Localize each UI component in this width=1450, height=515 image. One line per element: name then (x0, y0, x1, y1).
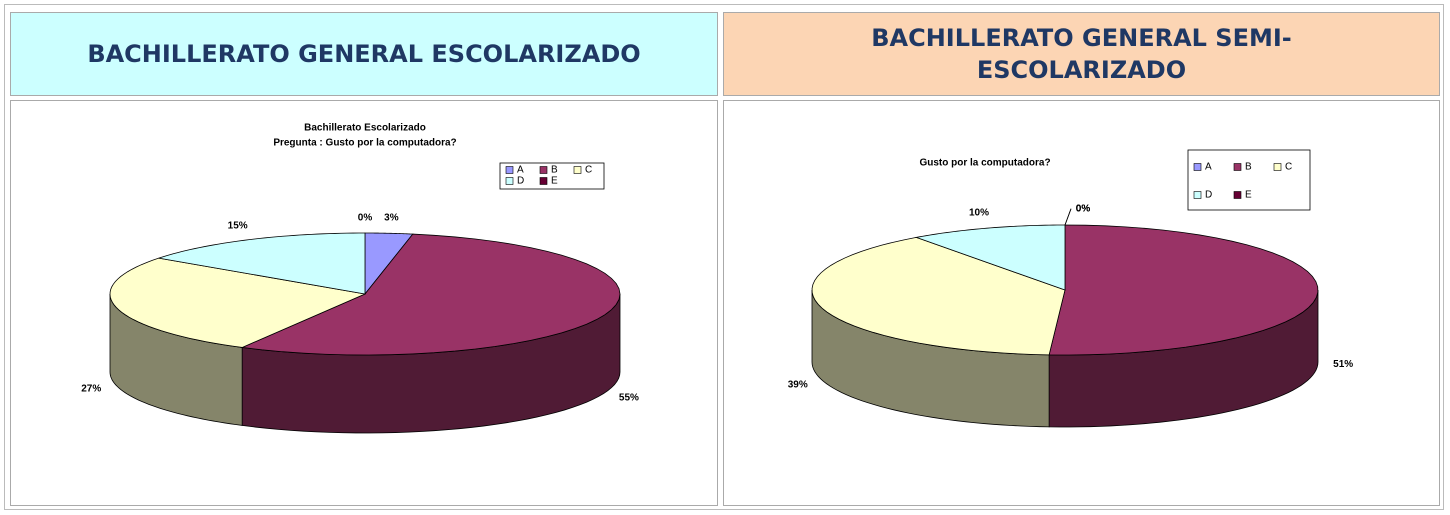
header-text: BACHILLERATO GENERAL ESCOLARIZADO (87, 40, 641, 68)
data-label: 10% (969, 207, 989, 218)
table-frame (4, 4, 1444, 510)
legend-swatch (1193, 163, 1202, 171)
legend-swatch (573, 166, 582, 174)
header-text: BACHILLERATO GENERAL SEMI-ESCOLARIZADO (871, 24, 1292, 84)
pie-slice (914, 224, 1066, 291)
pie-slice (109, 257, 367, 348)
legend-swatch (1273, 163, 1282, 171)
legend-label: D (517, 176, 524, 187)
chart-cell (10, 100, 718, 506)
legend-swatch (539, 166, 548, 174)
legend-swatch (1233, 191, 1242, 199)
leader-line (1064, 208, 1072, 226)
legend-label: B (551, 165, 558, 176)
legend-label: C (585, 165, 592, 176)
legend-swatch (505, 177, 514, 185)
chart-title: Gusto por la computadora? (919, 158, 1050, 169)
data-label: 15% (228, 221, 248, 232)
data-label: 27% (81, 383, 101, 394)
data-label: 0% (358, 212, 373, 223)
legend-label: C (1285, 162, 1292, 173)
legend-label: A (517, 165, 524, 176)
legend-label: B (1245, 162, 1252, 173)
chart-subtitle: Pregunta : Gusto por la computadora? (273, 138, 456, 149)
legend-box (499, 162, 605, 190)
data-label: 39% (788, 379, 808, 390)
pie-slice (811, 237, 1066, 356)
legend-swatch (539, 177, 548, 185)
chart-title: Bachillerato Escolarizado (304, 123, 426, 134)
pie-slice (1048, 224, 1319, 356)
data-label: 51% (1333, 359, 1353, 370)
chart-cell (723, 100, 1440, 506)
data-label: 0% (1076, 203, 1091, 214)
legend-swatch (505, 166, 514, 174)
legend-box (1187, 149, 1311, 211)
legend-label: A (1205, 162, 1212, 173)
legend-label: D (1205, 190, 1212, 201)
header-cell: BACHILLERATO GENERAL ESCOLARIZADO (10, 12, 718, 96)
header-cell: BACHILLERATO GENERAL SEMI-ESCOLARIZADO (723, 12, 1440, 96)
legend-label: E (1245, 190, 1252, 201)
legend-swatch (1193, 191, 1202, 199)
data-label: 3% (384, 213, 399, 224)
legend-label: E (551, 176, 558, 187)
pie-slice (158, 232, 366, 295)
legend-swatch (1233, 163, 1242, 171)
data-label: 0% (1076, 203, 1091, 214)
pie-slice (240, 233, 621, 356)
data-label: 55% (619, 392, 639, 403)
